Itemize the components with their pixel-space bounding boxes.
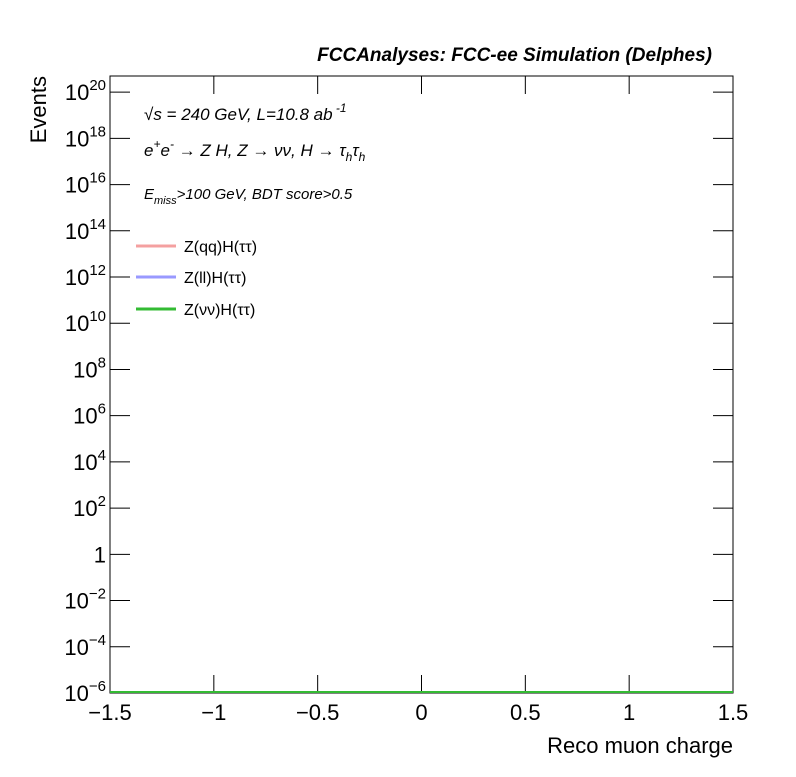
y-tick-base: 10 (73, 357, 97, 382)
y-tick-exponent: 12 (89, 262, 106, 279)
y-tick-base: 10 (73, 404, 97, 429)
y-tick-label: 104 (73, 447, 106, 475)
y-tick-exponent: 14 (89, 216, 106, 233)
annotation-part: >100 GeV, BDT score>0.5 (177, 186, 353, 203)
y-tick-exponent: 2 (98, 493, 106, 510)
y-tick-label: 1 (94, 542, 106, 567)
y-tick-exponent: −6 (89, 678, 106, 695)
x-axis-label: Reco muon charge (547, 733, 733, 758)
y-tick-label: 102 (73, 493, 106, 521)
annotation-part: miss (154, 195, 177, 207)
legend-label: Z(νν)H(ττ) (184, 302, 255, 319)
annotation-part: E (144, 186, 155, 203)
y-tick-exponent: 20 (89, 77, 106, 94)
y-tick-base: 10 (65, 173, 89, 198)
x-tick-label: −0.5 (296, 700, 339, 725)
x-tick-label: 0.5 (510, 700, 541, 725)
annotation-part: h (346, 150, 353, 164)
y-tick-label: 10−6 (64, 678, 106, 706)
annotation-part: e (144, 141, 153, 160)
y-tick-label: 10−2 (64, 586, 106, 614)
x-tick-label: 1.5 (718, 700, 749, 725)
annotation-part: √s = 240 GeV, L=10.8 ab (144, 105, 333, 124)
annotation: √s = 240 GeV, L=10.8 ab -1 (144, 101, 347, 124)
y-tick-base: 10 (64, 681, 88, 706)
y-tick-base: 10 (65, 265, 89, 290)
y-axis-label: Events (26, 76, 51, 143)
y-tick-base: 10 (65, 126, 89, 151)
y-tick-exponent: 10 (89, 308, 106, 325)
chart-title: FCCAnalyses: FCC-ee Simulation (Delphes) (317, 45, 712, 66)
annotation: Emiss>100 GeV, BDT score>0.5 (144, 186, 353, 207)
annotation-part: h (359, 150, 366, 164)
legend-label: Z(qq)H(ττ) (184, 239, 257, 256)
x-tick-label: −1 (201, 700, 226, 725)
y-tick-label: 1020 (65, 77, 106, 105)
y-tick-exponent: 18 (89, 123, 106, 140)
annotation-part: e (160, 141, 169, 160)
y-tick-exponent: −2 (89, 586, 106, 603)
y-tick-label: 106 (73, 401, 106, 429)
y-tick-base: 10 (64, 589, 88, 614)
x-tick-label: 1 (623, 700, 635, 725)
annotation-part: - (170, 137, 174, 151)
annotation-part: τ (352, 141, 360, 160)
y-tick-base: 10 (73, 496, 97, 521)
y-tick-label: 1016 (65, 170, 106, 198)
y-tick-label: 1010 (65, 308, 106, 336)
y-tick-exponent: 16 (89, 170, 106, 187)
y-tick-base: 10 (65, 311, 89, 336)
y-tick-exponent: 4 (98, 447, 106, 464)
x-tick-label: −1.5 (88, 700, 131, 725)
annotation-part: + (153, 137, 160, 151)
legend-label: Z(ll)H(ττ) (184, 270, 246, 287)
y-tick-base: 10 (65, 80, 89, 105)
annotation-part: → Z H, Z → νν, H → τ (174, 141, 347, 160)
y-tick-base: 10 (73, 450, 97, 475)
y-tick-exponent: 6 (98, 401, 106, 418)
annotation-part: -1 (333, 101, 347, 115)
y-tick-label: 10−4 (64, 632, 106, 660)
y-tick-exponent: −4 (89, 632, 106, 649)
y-tick-label: 1014 (65, 216, 106, 244)
y-tick-label: 1012 (65, 262, 106, 290)
y-tick-exponent: 8 (98, 354, 106, 371)
y-tick-label: 1018 (65, 123, 106, 151)
annotation: e+e- → Z H, Z → νν, H → τhτh (144, 137, 366, 164)
x-tick-label: 0 (415, 700, 427, 725)
y-tick-base: 10 (65, 219, 89, 244)
y-tick-base: 10 (64, 635, 88, 660)
y-tick-label: 108 (73, 354, 106, 382)
